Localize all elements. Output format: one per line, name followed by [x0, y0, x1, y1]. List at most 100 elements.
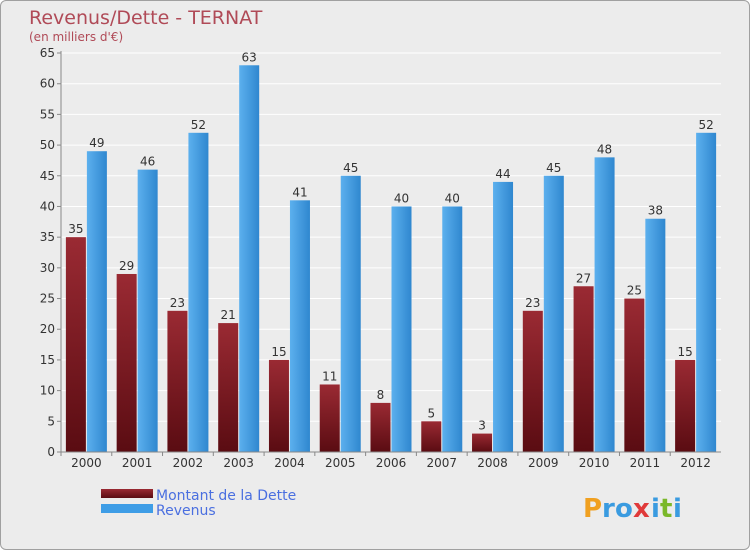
bar-debt-2008: [472, 433, 493, 452]
gridlines: [61, 52, 721, 453]
svg-text:i: i: [651, 494, 660, 524]
value-label: 49: [89, 136, 104, 150]
value-label: 21: [221, 308, 236, 322]
y-tick-label: 50: [40, 138, 55, 152]
value-label: 45: [343, 161, 358, 175]
x-tick-label: 2010: [579, 456, 610, 470]
legend-swatch-debt: [101, 489, 153, 498]
value-label: 8: [377, 388, 385, 402]
value-label: 35: [68, 222, 83, 236]
bar-debt-2005: [319, 384, 340, 452]
bar-revenus-2001: [137, 169, 158, 452]
value-label: 23: [170, 296, 185, 310]
y-tick-label: 25: [40, 292, 55, 306]
bar-revenus-2012: [696, 132, 717, 453]
value-label: 41: [292, 185, 307, 199]
x-tick-label: 2009: [528, 456, 559, 470]
value-label: 25: [627, 284, 642, 298]
x-axis-ticks: 2000 2001 2002 2003 2004 2005 2006 2007 2008 2009…: [60, 452, 711, 470]
x-tick-label: 2005: [325, 456, 356, 470]
chart-title: Revenus/Dette - TERNAT: [29, 7, 263, 29]
bar-debt-2012: [675, 359, 696, 452]
value-label: 38: [648, 204, 663, 218]
value-label: 15: [271, 345, 286, 359]
bar-revenus-2010: [594, 157, 615, 452]
bar-debt-2007: [421, 421, 442, 452]
bar-revenus-2008: [493, 181, 514, 452]
bar-revenus-2009: [543, 175, 564, 452]
x-tick-label: 2006: [376, 456, 407, 470]
y-tick-label: 45: [40, 169, 55, 183]
bar-revenus-2004: [289, 200, 310, 452]
bars: [65, 65, 717, 453]
bar-debt-2003: [218, 323, 239, 452]
x-tick-label: 2002: [173, 456, 204, 470]
legend-label-revenus: Revenus: [156, 503, 216, 519]
x-tick-label: 2003: [223, 456, 254, 470]
value-label: 11: [322, 369, 337, 383]
bar-debt-2009: [522, 310, 543, 452]
value-label: 52: [698, 118, 713, 132]
svg-text:o: o: [615, 494, 633, 524]
bar-debt-2006: [370, 402, 391, 452]
x-tick-label: 2000: [71, 456, 102, 470]
value-label: 48: [597, 142, 612, 156]
bar-revenus-2006: [391, 206, 412, 452]
y-tick-label: 20: [40, 322, 55, 336]
bar-debt-2010: [573, 286, 594, 452]
bar-debt-2000: [65, 237, 86, 452]
x-tick-label: 2012: [680, 456, 711, 470]
value-label: 63: [242, 50, 257, 64]
legend-swatch-revenus: [101, 504, 153, 513]
y-tick-label: 15: [40, 353, 55, 367]
bar-debt-2004: [268, 359, 289, 452]
bar-revenus-2005: [340, 175, 361, 452]
value-label: 46: [140, 155, 155, 169]
bar-revenus-2011: [645, 218, 666, 452]
svg-text:i: i: [673, 494, 682, 524]
y-tick-label: 0: [47, 445, 55, 459]
svg-text:P: P: [583, 494, 602, 524]
x-tick-label: 2004: [274, 456, 305, 470]
value-label: 44: [495, 167, 510, 181]
y-tick-label: 55: [40, 107, 55, 121]
x-tick-label: 2007: [426, 456, 457, 470]
proxiti-logo: P r o x i t i: [583, 494, 682, 524]
bar-revenus-2002: [188, 132, 209, 453]
legend: Montant de la Dette Revenus: [101, 488, 296, 519]
svg-text:t: t: [660, 494, 672, 524]
bar-debt-2001: [116, 273, 137, 452]
bar-debt-2002: [167, 310, 188, 452]
legend-label-debt: Montant de la Dette: [156, 488, 296, 504]
y-tick-label: 5: [47, 414, 55, 428]
value-label: 45: [546, 161, 561, 175]
value-label: 27: [576, 271, 591, 285]
x-tick-label: 2008: [477, 456, 508, 470]
y-tick-label: 60: [40, 77, 55, 91]
value-label: 3: [478, 419, 486, 433]
x-tick-label: 2011: [630, 456, 661, 470]
value-labels: 35 49 29 46 23 52 21 63 15 41 11 45 8 40 5 40 3 44 23 45 27 4…: [68, 50, 714, 432]
y-tick-label: 30: [40, 261, 55, 275]
y-tick-label: 35: [40, 230, 55, 244]
bar-revenus-2003: [239, 65, 260, 453]
bar-revenus-2000: [86, 151, 107, 452]
value-label: 23: [525, 296, 540, 310]
chart-subtitle: (en milliers d'€): [29, 30, 123, 44]
bar-revenus-2007: [442, 206, 463, 452]
value-label: 40: [445, 191, 460, 205]
value-label: 52: [191, 118, 206, 132]
svg-text:x: x: [633, 494, 650, 524]
value-label: 15: [677, 345, 692, 359]
x-tick-label: 2001: [122, 456, 153, 470]
y-axis-ticks: 0 5 10 15 20 25 30 35 40 45 50 55 60 65: [40, 46, 61, 459]
y-tick-label: 40: [40, 199, 55, 213]
y-tick-label: 10: [40, 384, 55, 398]
value-label: 5: [427, 406, 435, 420]
bar-debt-2011: [624, 298, 645, 452]
value-label: 29: [119, 259, 134, 273]
y-tick-label: 65: [40, 46, 55, 60]
value-label: 40: [394, 191, 409, 205]
